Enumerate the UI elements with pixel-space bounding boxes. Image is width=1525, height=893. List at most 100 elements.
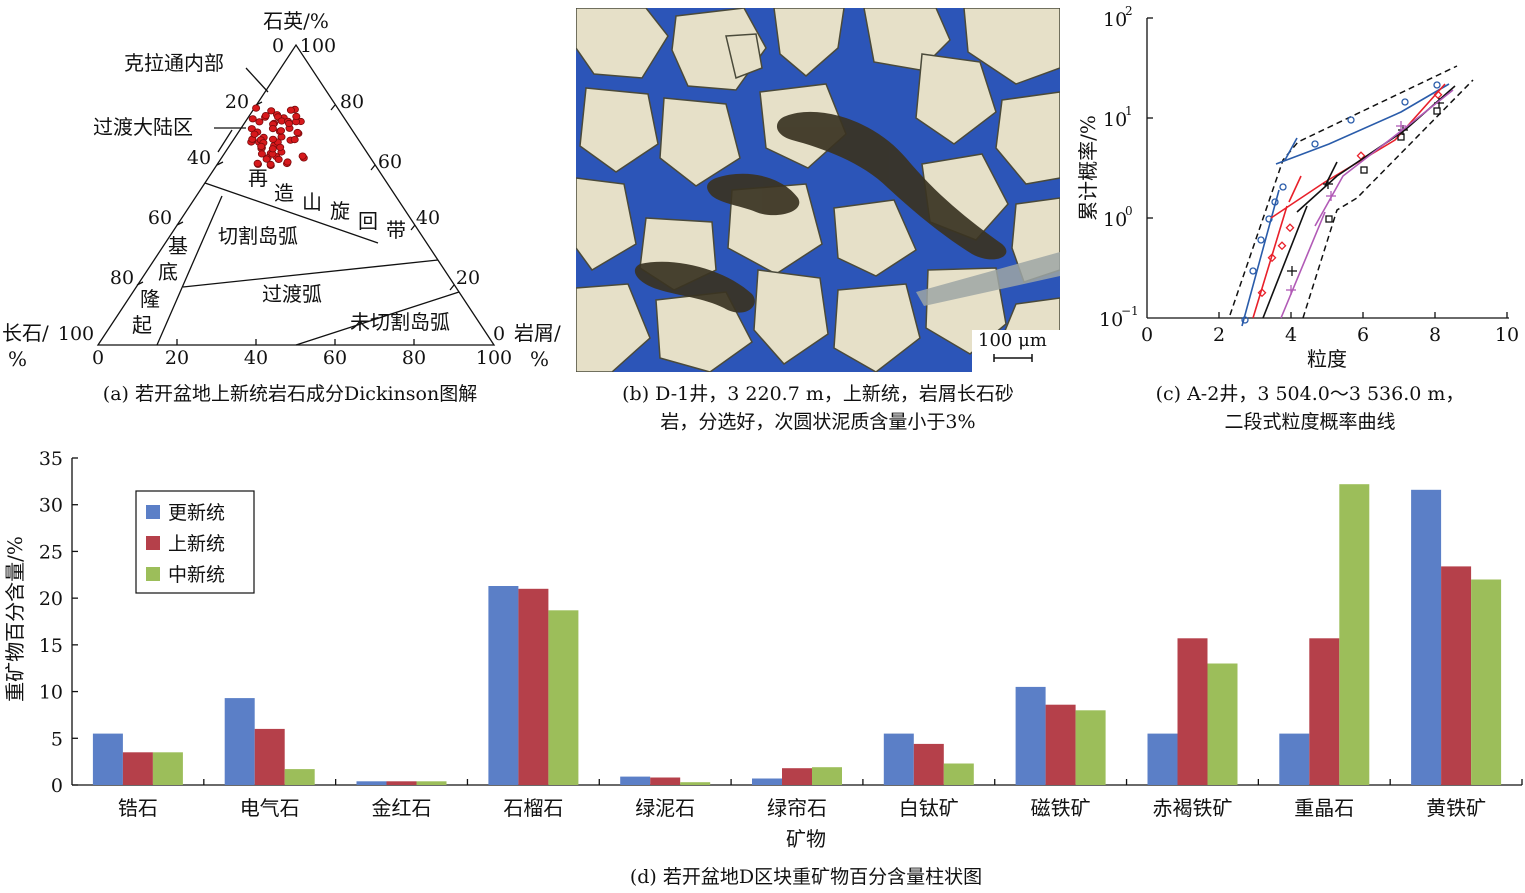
- ternary-sample-point: [274, 155, 283, 163]
- bar-10-0: [1411, 489, 1442, 785]
- y-tick-100-exp: 2: [1125, 4, 1133, 18]
- bar-9-2: [1339, 484, 1370, 785]
- bar-y-tick-label: 30: [39, 495, 63, 517]
- left-corner-tick: 100: [58, 323, 94, 345]
- right-tick-40: 40: [416, 207, 440, 229]
- bar-y-tick-label: 20: [39, 588, 63, 610]
- bar-3-1: [518, 588, 549, 785]
- left-tick-20: 20: [225, 91, 249, 113]
- bar-chart-bars: [92, 484, 1502, 785]
- bar-1-0: [224, 698, 255, 785]
- bar-category-label: 赤褐铁矿: [1153, 796, 1233, 820]
- legend-swatch-miocene: [146, 567, 160, 581]
- bar-6-2: [943, 763, 974, 785]
- thin-section-photo: 100 μm: [576, 8, 1060, 372]
- bar-10-2: [1471, 579, 1502, 785]
- ternary-sample-point: [267, 107, 276, 115]
- bar-category-label: 磁铁矿: [1031, 796, 1091, 820]
- y-tick-1-exp: 0: [1125, 204, 1133, 218]
- bottom-tick-0: 0: [92, 347, 104, 369]
- caption-c-line2: 二段式粒度概率曲线: [1224, 411, 1396, 433]
- left-tick-40: 40: [187, 147, 211, 169]
- black-curve: [1262, 85, 1456, 319]
- field-recycled-1: 再: [248, 166, 268, 190]
- bar-category-label: 锆石: [118, 796, 158, 820]
- legend-label-miocene: 中新统: [168, 564, 225, 586]
- field-undissected-arc: 未切割岛弧: [350, 310, 450, 334]
- y-tick-10-exp: 1: [1125, 104, 1133, 118]
- y-tick-01: 10 −1: [1099, 304, 1139, 331]
- ternary-sample-point: [276, 143, 285, 151]
- y-tick-100-base: 10: [1103, 9, 1127, 31]
- field-transitional-arc: 过渡弧: [262, 282, 322, 306]
- bar-2-0: [356, 781, 387, 785]
- ternary-sample-point: [262, 155, 271, 163]
- x-axis-label: 粒度: [1307, 347, 1347, 371]
- bar-4-0: [620, 776, 651, 785]
- ternary-ticks: [136, 101, 455, 345]
- purple-curve: [1280, 89, 1454, 319]
- x-tick-2: 2: [1213, 324, 1225, 346]
- field-dissected-arc: 切割岛弧: [218, 224, 298, 248]
- bar-8-1: [1177, 638, 1208, 785]
- bar-3-0: [488, 586, 519, 785]
- ternary-sample-point: [284, 119, 293, 128]
- bar-9-1: [1309, 638, 1340, 785]
- bar-category-label: 石榴石: [503, 796, 563, 820]
- bar-y-axis-label: 重矿物百分含量/%: [3, 536, 27, 702]
- blue-curve: [1241, 81, 1450, 327]
- legend-swatch-pleistocene: [146, 505, 160, 519]
- legend-label-pliocene: 上新统: [168, 533, 225, 555]
- bar-6-1: [913, 743, 944, 785]
- ternary-sample-point: [268, 145, 277, 153]
- bar-7-0: [1015, 686, 1046, 785]
- ternary-sample-point: [253, 159, 262, 167]
- caption-c-line1: (c) A-2井，3 504.0～3 536.0 m，: [1155, 383, 1465, 405]
- bar-8-0: [1147, 733, 1178, 785]
- field-transitional-continental: 过渡大陆区: [93, 115, 193, 139]
- bottom-tick-60: 60: [323, 347, 347, 369]
- heavy-mineral-bar-chart: 0 5 10 15 20 25 30 35 锆石 电气石 金红石 石榴石 绿泥石 绿帘石 白钛矿 磁铁矿 赤褐铁…: [3, 448, 1523, 851]
- x-tick-6: 6: [1357, 324, 1369, 346]
- bar-4-1: [650, 777, 681, 785]
- bar-y-tick-label: 5: [51, 728, 63, 750]
- ternary-sample-point: [248, 115, 257, 123]
- ternary-sample-point: [268, 135, 277, 143]
- bar-7-1: [1045, 704, 1076, 785]
- ternary-sample-point: [255, 118, 264, 126]
- ternary-sample-point: [276, 127, 285, 135]
- bar-9-0: [1279, 733, 1310, 785]
- bar-6-0: [883, 733, 914, 785]
- bar-y-tick-label: 15: [39, 635, 63, 657]
- x-tick-10: 10: [1495, 324, 1519, 346]
- micrograph-image: [576, 8, 1060, 372]
- ternary-frame: [96, 43, 496, 346]
- bar-category-label: 绿泥石: [635, 796, 695, 820]
- right-corner-tick: 0: [493, 323, 505, 345]
- field-basement-3: 隆: [140, 287, 160, 311]
- left-label-line1: 长石/: [2, 321, 49, 345]
- bar-0-1: [122, 752, 153, 785]
- apex-tick-right: 100: [300, 35, 336, 57]
- ternary-sample-point: [252, 104, 261, 112]
- apex-label: 石英/%: [263, 9, 329, 33]
- field-basement-1: 基: [168, 234, 188, 258]
- x-tick-8: 8: [1429, 324, 1441, 346]
- bottom-tick-40: 40: [244, 347, 268, 369]
- ternary-diagram: 石英/% 0 100 80 60 40 20 80 60 40 20 长石/ %…: [2, 9, 561, 371]
- bar-category-label: 白钛矿: [899, 796, 959, 820]
- bar-5-0: [752, 778, 782, 785]
- y-tick-1: 10 0: [1103, 204, 1133, 231]
- y-tick-10-base: 10: [1103, 109, 1127, 131]
- bar-1-1: [254, 728, 285, 785]
- y-tick-01-exp: −1: [1121, 304, 1139, 318]
- probability-axes: [1146, 17, 1509, 319]
- field-recycled-6: 带: [386, 218, 406, 242]
- ternary-points: [247, 104, 308, 170]
- x-tick-0: 0: [1141, 324, 1153, 346]
- left-label-line2: %: [8, 347, 27, 371]
- apex-tick-left: 0: [272, 35, 284, 57]
- probability-chart: 10 2 10 1 10 0 10 −1 0 2 4 6 8 10 粒度 累计概…: [1076, 4, 1519, 371]
- field-basement-4: 起: [132, 313, 152, 337]
- ternary-sample-point: [268, 125, 277, 133]
